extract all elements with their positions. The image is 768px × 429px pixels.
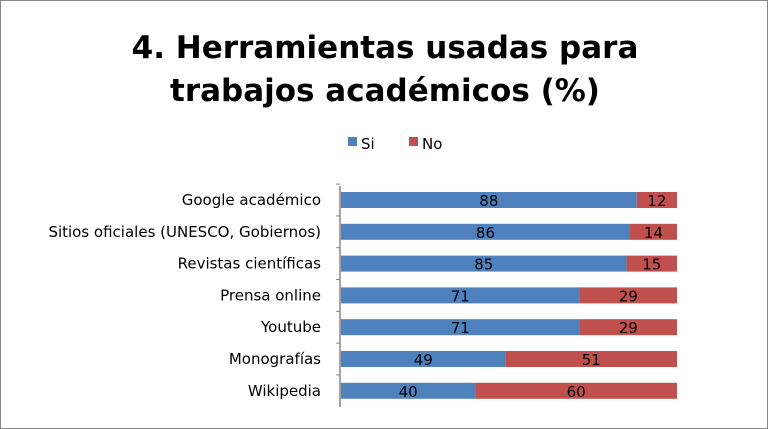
bar-no <box>505 351 677 367</box>
category-label: Prensa online <box>220 286 321 304</box>
category-label: Google académico <box>182 191 321 209</box>
category-label: Sitios oficiales (UNESCO, Gobiernos) <box>48 223 321 241</box>
bar-no <box>579 287 677 304</box>
bar-si <box>341 287 580 304</box>
category-label: Revistas científicas <box>178 255 322 273</box>
category-label: Monografías <box>229 350 321 368</box>
data-label-no: 12 <box>647 192 666 210</box>
data-label-si: 85 <box>474 256 493 274</box>
data-label-no: 51 <box>582 351 601 369</box>
legend: Si No <box>348 135 442 153</box>
data-label-no: 29 <box>619 287 638 305</box>
data-label-no: 14 <box>644 224 663 242</box>
bar-si <box>341 192 637 208</box>
bar-no <box>629 223 677 240</box>
data-label-no: 29 <box>619 319 638 337</box>
chart-title-line-1: 4. Herramientas usadas para <box>132 30 639 66</box>
category-label: Youtube <box>260 318 321 336</box>
data-label-si: 49 <box>414 351 433 369</box>
data-label-si: 88 <box>479 192 498 210</box>
data-label-si: 86 <box>476 224 495 242</box>
chart-title-line-2: trabajos académicos (%) <box>170 73 600 109</box>
bar-si <box>341 223 630 240</box>
legend-label-no: No <box>422 135 442 153</box>
bar-no <box>626 255 677 272</box>
data-label-si: 40 <box>399 383 418 401</box>
bar-no <box>475 382 677 399</box>
data-label-si: 71 <box>451 319 470 337</box>
legend-swatch-si <box>348 137 357 146</box>
data-label-si: 71 <box>451 287 470 305</box>
bar-no <box>579 319 677 336</box>
bar-si <box>341 255 627 272</box>
bar-si <box>341 351 506 367</box>
legend-swatch-no <box>409 137 418 146</box>
data-label-no: 15 <box>642 256 661 274</box>
bar-si <box>341 319 580 336</box>
bar-si <box>341 382 476 399</box>
bars: Google académico 88 12 Sitios oficiales (UN… <box>48 183 677 401</box>
data-label-no: 60 <box>567 383 586 401</box>
category-label: Wikipedia <box>248 382 321 400</box>
bar-no <box>636 192 677 208</box>
legend-label-si: Si <box>361 135 375 153</box>
